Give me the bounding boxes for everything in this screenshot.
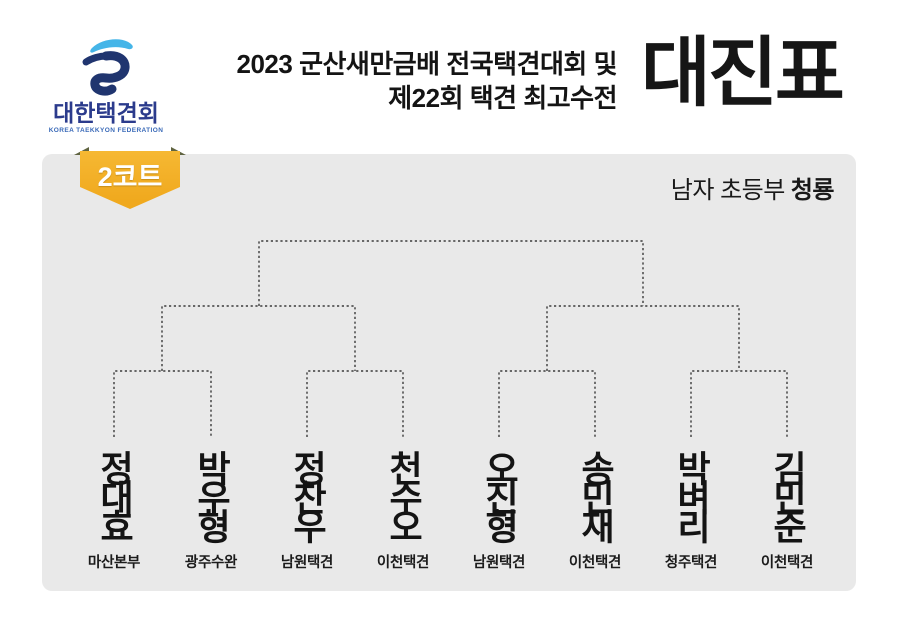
player-club: 광주수완 xyxy=(184,555,238,571)
player-name: 천수오 xyxy=(383,450,424,537)
player-club: 남원택견 xyxy=(280,555,334,571)
player-name: 정찬우 xyxy=(287,450,328,537)
court-badge-label: 2코트 xyxy=(97,162,163,192)
event-title: 2023 군산새만금배 전국택견대회 및 제22회 택견 최고수전 xyxy=(236,47,618,115)
event-title-line2: 제22회 택견 최고수전 xyxy=(388,83,617,113)
quarterfinal-2 xyxy=(306,370,404,437)
player-club: 이천택견 xyxy=(760,555,814,571)
event-title-line1: 2023 군산새만금배 전국택견대회 및 xyxy=(236,49,618,79)
player-club: 이천택견 xyxy=(376,555,430,571)
division-group: 청룡 xyxy=(790,177,835,204)
player-name: 오진형 xyxy=(479,450,520,537)
player-name: 박벼리 xyxy=(671,450,712,537)
logo-org-name: 대한택견회 xyxy=(53,100,159,126)
page-title: 대진표 xyxy=(641,31,845,116)
court-badge: 2코트 xyxy=(72,145,188,209)
player-club: 청주택견 xyxy=(664,555,718,571)
quarterfinal-4 xyxy=(690,370,788,437)
taekkyon-brush-icon xyxy=(82,39,133,96)
federation-logo: 대한택견회 KOREA TAEKKYON FEDERATION xyxy=(40,36,172,134)
player-name: 송민재 xyxy=(575,450,616,537)
final-connector xyxy=(258,240,644,306)
semifinal-left xyxy=(161,305,356,371)
division-label: 남자 초등부 청룡 xyxy=(670,170,835,205)
player-club: 이천택견 xyxy=(568,555,622,571)
logo-org-name-en: KOREA TAEKKYON FEDERATION xyxy=(48,127,164,135)
player-name: 정대효 xyxy=(94,450,135,537)
quarterfinal-3 xyxy=(498,370,596,437)
player-club: 마산본부 xyxy=(87,555,141,571)
division-category: 남자 초등부 xyxy=(670,177,786,204)
player-club: 남원택견 xyxy=(472,555,526,571)
quarterfinal-1 xyxy=(113,370,212,437)
bracket-panel xyxy=(42,154,856,591)
player-name: 김민준 xyxy=(767,450,808,537)
semifinal-right xyxy=(546,305,740,371)
player-name: 박우형 xyxy=(191,450,232,537)
